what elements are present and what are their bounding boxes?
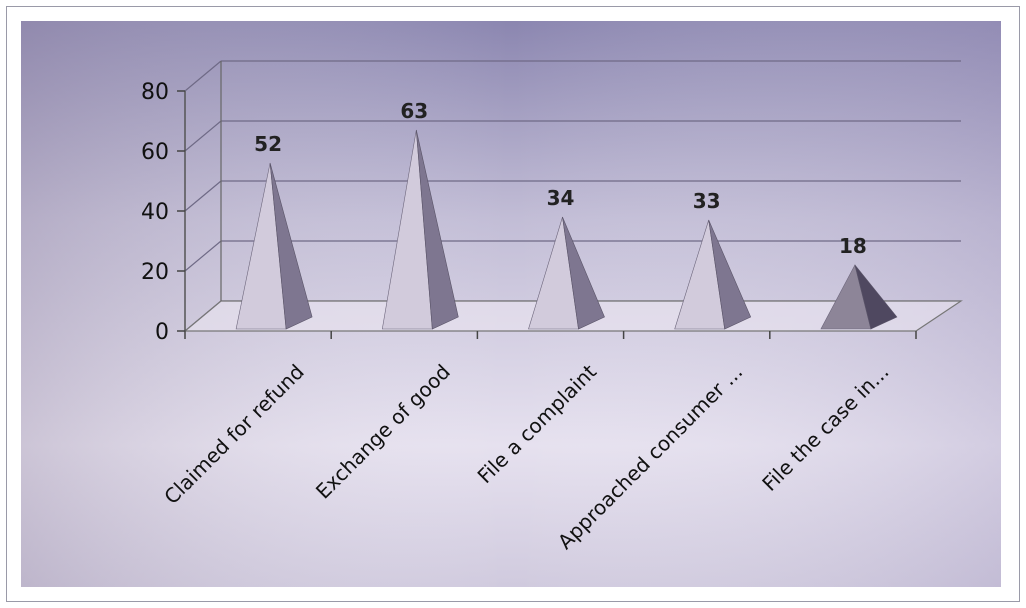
gridline-side-60 — [184, 120, 222, 152]
y-axis-ticks: 0 20 40 60 80 — [141, 80, 185, 345]
pyramid-file-a-complaint — [528, 216, 605, 330]
pyramid-file-the-case-in — [820, 264, 898, 330]
data-label-approached-consumer: 33 — [693, 189, 721, 213]
data-labels: 52 63 34 33 18 — [254, 99, 867, 258]
y-tick-label-40: 40 — [141, 200, 169, 225]
pyramid-claimed-for-refund — [235, 162, 313, 330]
y-tick-label-60: 60 — [141, 140, 169, 165]
pyramid-face-side — [854, 264, 898, 330]
y-tick-label-20: 20 — [141, 260, 169, 285]
pyramid-exchange-of-good — [381, 129, 459, 330]
pyramid-marks — [235, 129, 898, 330]
data-label-exchange-of-good: 63 — [400, 99, 428, 123]
data-label-claimed-for-refund: 52 — [254, 132, 282, 156]
gridline-side-40 — [184, 180, 222, 212]
chart-frame: 0 20 40 60 80 52 63 34 33 18 Claimed for refund E… — [6, 6, 1020, 602]
pyramid-face-side — [269, 162, 313, 330]
y-tick-label-0: 0 — [155, 320, 169, 345]
gridline-side-80 — [184, 60, 222, 92]
pyramid-face-side — [708, 219, 752, 330]
pyramid-face-side — [416, 129, 459, 330]
data-label-file-a-complaint: 34 — [547, 186, 575, 210]
gridline-side-20 — [184, 240, 222, 272]
data-label-file-the-case-in: 18 — [839, 234, 867, 258]
pyramid-face-side — [562, 216, 605, 330]
y-tick-label-80: 80 — [141, 80, 169, 105]
pyramid-approached-consumer — [674, 219, 752, 330]
